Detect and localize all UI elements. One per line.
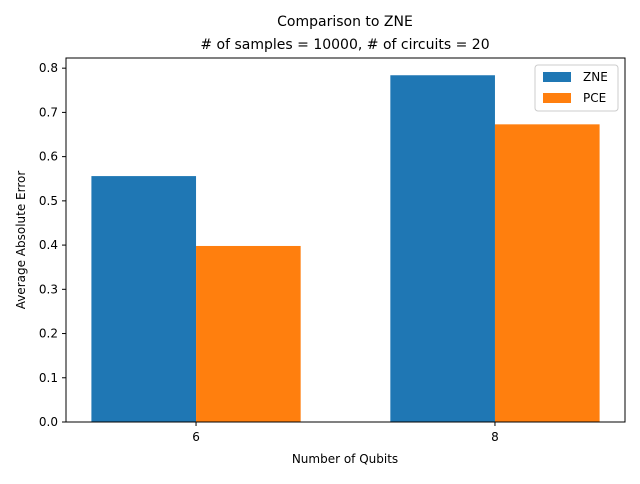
legend-swatch-zne	[543, 72, 571, 82]
legend-label-zne: ZNE	[583, 70, 608, 84]
bar-pce-6	[196, 245, 301, 422]
chart-title: Comparison to ZNE	[277, 14, 413, 30]
y-tick-label: 0.6	[39, 150, 58, 164]
bar-pce-8	[494, 124, 600, 422]
y-tick-label: 0.8	[39, 61, 58, 75]
chart-subtitle: # of samples = 10000, # of circuits = 20	[200, 37, 489, 53]
y-tick-label: 0.5	[39, 194, 58, 208]
axes-frame	[65, 57, 626, 423]
legend: ZNE PCE	[534, 64, 619, 112]
x-tick-label: 8	[491, 430, 499, 444]
legend-swatch-pce	[543, 93, 571, 103]
y-tick-label: 0.4	[39, 238, 58, 252]
y-axis-label: Average Absolute Error	[14, 171, 28, 310]
bars-group	[91, 75, 600, 423]
x-axis-label: Number of Qubits	[292, 452, 398, 466]
y-tick-label: 0.0	[39, 415, 58, 429]
bar-zne-8	[390, 75, 495, 423]
y-tick-label: 0.7	[39, 105, 58, 119]
bar-zne-6	[91, 176, 197, 422]
y-tick-label: 0.2	[39, 327, 58, 341]
legend-label-pce: PCE	[583, 91, 606, 105]
y-axis-ticks: 0.0 0.1 0.2 0.3 0.4 0.5 0.6 0.7 0.8	[39, 61, 66, 429]
x-tick-label: 6	[192, 430, 200, 444]
y-tick-label: 0.3	[39, 282, 58, 296]
y-tick-label: 0.1	[39, 371, 58, 385]
